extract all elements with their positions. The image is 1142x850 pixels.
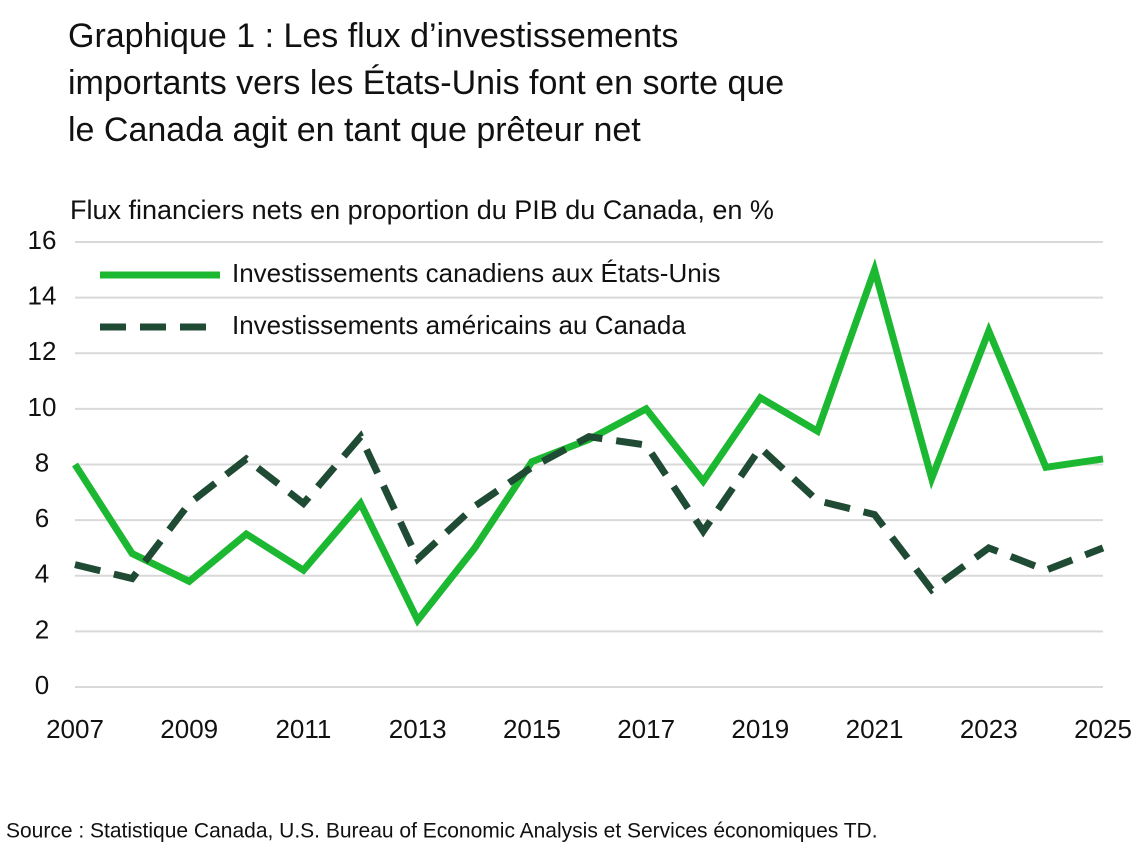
- chart-title: importants vers les États-Unis font en s…: [68, 64, 784, 102]
- source-note: Source : Statistique Canada, U.S. Bureau…: [6, 820, 878, 843]
- y-tick-label: 14: [28, 281, 57, 311]
- legend-label: Investissements canadiens aux États-Unis: [232, 258, 720, 288]
- x-tick-label: 2007: [46, 714, 104, 744]
- y-tick-label: 10: [28, 392, 57, 422]
- chart-title: Graphique 1 : Les flux d’investissements: [68, 17, 678, 55]
- x-tick-label: 2015: [503, 714, 561, 744]
- x-tick-label: 2019: [731, 714, 789, 744]
- x-tick-label: 2023: [960, 714, 1018, 744]
- y-tick-label: 6: [35, 503, 49, 533]
- chart-subtitle: Flux financiers nets en proportion du PI…: [70, 195, 774, 225]
- chart-title: le Canada agit en tant que prêteur net: [68, 111, 641, 149]
- legend-label: Investissements américains au Canada: [232, 310, 686, 340]
- x-tick-label: 2011: [275, 714, 331, 744]
- y-tick-label: 4: [35, 559, 49, 589]
- y-tick-label: 16: [28, 225, 57, 255]
- y-tick-label: 0: [35, 670, 49, 700]
- x-tick-label: 2021: [846, 714, 904, 744]
- x-tick-label: 2009: [160, 714, 218, 744]
- y-tick-label: 2: [35, 614, 49, 644]
- x-tick-label: 2025: [1074, 714, 1132, 744]
- series-line: [74, 430, 1105, 595]
- x-tick-label: 2013: [389, 714, 447, 744]
- y-tick-label: 12: [28, 336, 57, 366]
- y-tick-label: 8: [35, 447, 49, 477]
- x-tick-label: 2017: [617, 714, 675, 744]
